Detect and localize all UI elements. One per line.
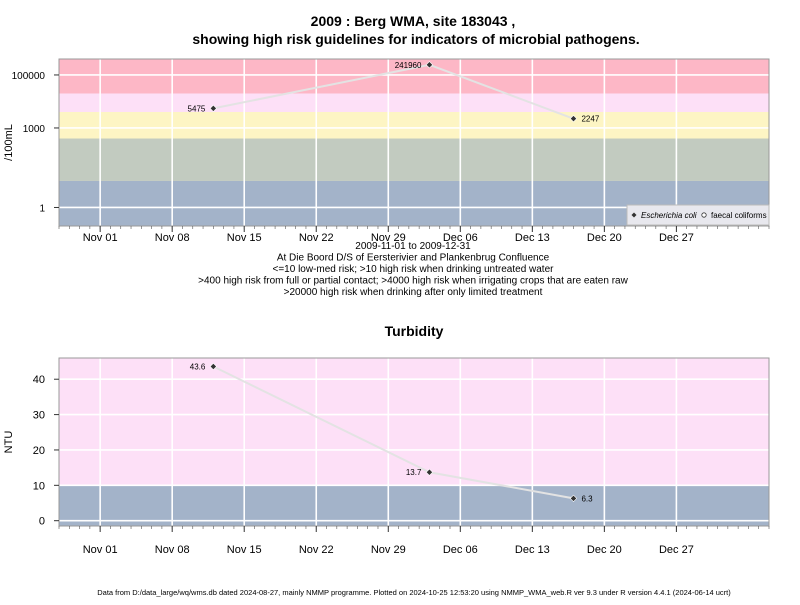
risk-band-4 — [59, 93, 769, 113]
y-axis-label: NTU — [3, 431, 15, 454]
data-point-3 — [569, 494, 578, 503]
legend-marker-2 — [701, 212, 707, 218]
data-label-1: 5475 — [188, 104, 206, 113]
y-axis-label: /100mL — [3, 124, 15, 161]
data-label-2: 13.7 — [406, 468, 422, 477]
data-point-2 — [425, 61, 434, 69]
data-label-3: 2247 — [581, 115, 599, 124]
x-tick-label-6: Dec 06 — [443, 544, 478, 556]
data-point-3 — [569, 115, 578, 123]
chart-title-line1: 2009 : Berg WMA, site 183043 , — [311, 13, 516, 29]
x-tick-label-9: Dec 27 — [659, 544, 694, 556]
x-tick-label-4: Nov 22 — [299, 544, 334, 556]
x-tick-label-1: Nov 01 — [83, 544, 118, 556]
data-point-1 — [209, 104, 217, 113]
y-tick-label-3: 100000 — [12, 71, 46, 82]
x-tick-label-5: Nov 29 — [371, 544, 406, 556]
x-tick-label-1: Nov 01 — [83, 232, 118, 244]
legend-box — [626, 204, 770, 226]
data-label-1: 43.6 — [190, 362, 206, 371]
x-tick-label-9: Dec 27 — [659, 232, 694, 244]
y-tick-label-1: 0 — [39, 516, 45, 528]
ecoli-panel: Nov 01 Nov 08 Nov 15 Nov 22 Nov 29 Dec 06 Dec … — [3, 58, 770, 298]
x-tick-label-7: Dec 13 — [515, 544, 550, 556]
y-tick-label-3: 20 — [33, 445, 45, 457]
data-label-3: 6.3 — [581, 494, 593, 503]
turbidity-panel: Nov 01 Nov 08 Nov 15 Nov 22 Nov 29 Dec 06 Dec … — [3, 323, 770, 556]
panel-note-5: >20000 high risk when drinking after onl… — [284, 287, 543, 298]
x-tick-label-4: Nov 22 — [299, 232, 334, 244]
risk-band-5 — [59, 59, 769, 94]
y-tick-label-2: 1000 — [23, 124, 46, 135]
x-tick-label-6: Dec 06 — [443, 232, 478, 244]
panel-note-3: <=10 low-med risk; >10 high risk when dr… — [273, 264, 555, 275]
legend-marker-1 — [631, 212, 637, 218]
data-point-2 — [425, 468, 434, 476]
y-tick-label-5: 40 — [33, 374, 45, 386]
x-tick-label-7: Dec 13 — [515, 232, 550, 244]
risk-band-1 — [59, 485, 769, 526]
x-tick-label-5: Nov 29 — [371, 232, 406, 244]
legend-entry-2: faecal coliforms — [711, 211, 767, 220]
x-tick-label-8: Dec 20 — [587, 544, 622, 556]
x-tick-label-3: Nov 15 — [227, 232, 262, 244]
risk-band-2 — [59, 358, 769, 486]
x-tick-label-8: Dec 20 — [587, 232, 622, 244]
x-tick-label-2: Nov 08 — [155, 544, 190, 556]
panel-note-1: 2009-11-01 to 2009-12-31 — [355, 241, 471, 252]
risk-band-3 — [59, 112, 769, 139]
panel-note-2: At Die Boord D/S of Eersterivier and Pla… — [277, 253, 550, 264]
risk-band-2 — [59, 138, 769, 181]
data-label-2: 241960 — [395, 61, 422, 70]
y-tick-label-4: 30 — [33, 410, 45, 422]
chart-title-line2: showing high risk guidelines for indicat… — [192, 31, 639, 47]
panel-title: Turbidity — [385, 323, 444, 339]
x-tick-label-2: Nov 08 — [155, 232, 190, 244]
plot-frame — [58, 58, 770, 227]
x-tick-label-3: Nov 15 — [227, 544, 262, 556]
panel-note-4: >400 high risk from full or partial cont… — [198, 276, 628, 287]
y-tick-label-1: 1 — [39, 203, 45, 214]
data-point-1 — [209, 362, 217, 371]
y-tick-label-2: 10 — [33, 480, 45, 492]
plot-frame — [58, 357, 770, 527]
legend-entry-1: Escherichia coli — [641, 211, 697, 220]
footer-note: Data from D:/data_large/wq/wms.db dated … — [97, 588, 731, 597]
